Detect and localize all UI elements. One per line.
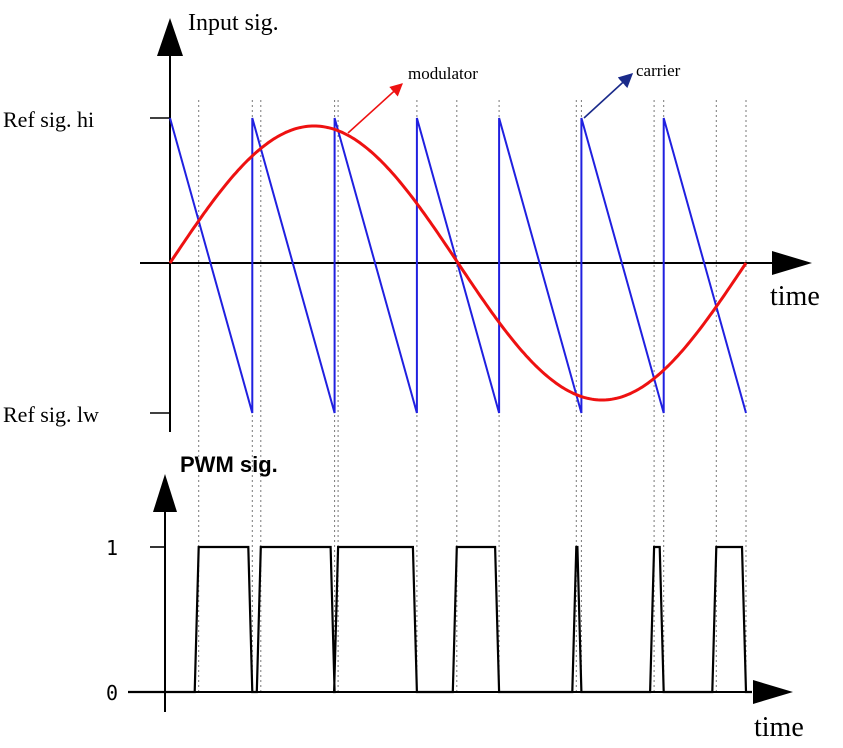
pwm-pulse-train: [128, 545, 752, 694]
carrier-label: carrier: [636, 61, 681, 80]
carrier-pointer-arrow: [583, 73, 634, 119]
bottom-y-arrowhead: [153, 474, 177, 512]
bottom-x-arrowhead: [753, 680, 793, 704]
level-hi-label: Ref sig. hi: [3, 107, 94, 132]
modulator-sine: [168, 124, 748, 402]
tick-one-label: 1: [106, 536, 118, 560]
top-y-arrowhead: [157, 18, 183, 56]
tick-zero-label: 0: [106, 681, 118, 705]
top-x-arrowhead: [772, 251, 812, 275]
top-axes: [140, 18, 812, 432]
modulator-pointer-arrow: [347, 83, 403, 134]
top-y-axis-label: Input sig.: [188, 10, 279, 36]
modulator-label: modulator: [408, 64, 478, 83]
bottom-axes: [128, 474, 793, 712]
bottom-y-axis-label: PWM sig.: [180, 452, 278, 477]
level-lw-label: Ref sig. lw: [3, 402, 99, 427]
bottom-x-axis-label: time: [754, 712, 804, 743]
top-x-axis-label: time: [770, 281, 820, 312]
